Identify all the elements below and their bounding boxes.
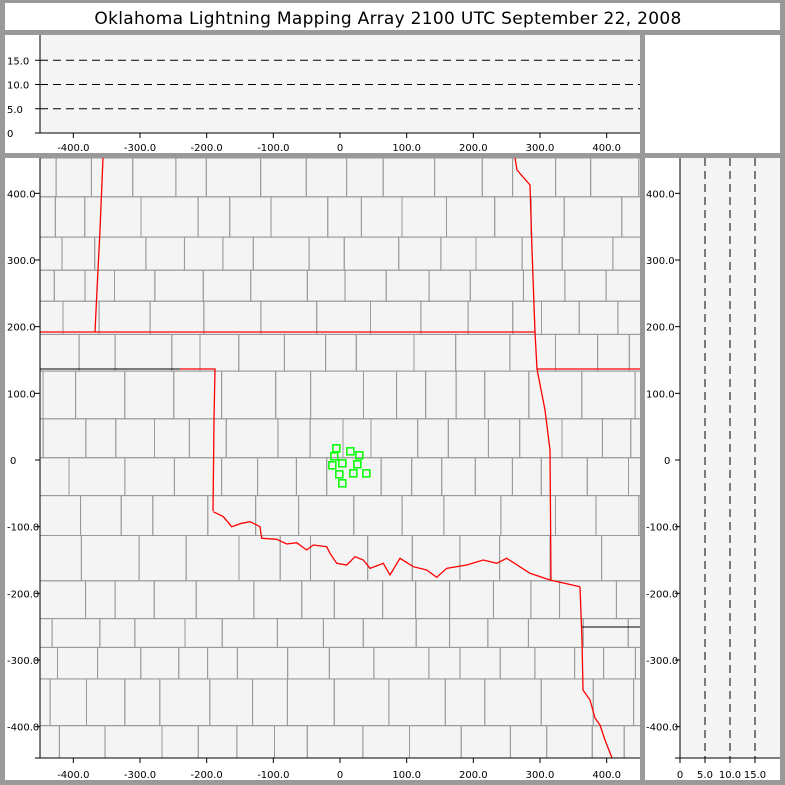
lightning-source-marker xyxy=(346,447,355,456)
plan-view-panel: -400.0 -300.0 -200.0 -100.0 0 100.0 200.0 300.0… xyxy=(5,158,640,781)
lightning-sources xyxy=(328,444,371,488)
y-tick-label: 15.0 xyxy=(7,56,29,67)
lightning-source-marker xyxy=(355,451,364,460)
lightning-source-marker xyxy=(353,460,362,469)
y-tick-label: 300.0 xyxy=(646,256,675,267)
y-tick-label: 10.0 xyxy=(7,81,29,92)
lightning-source-marker xyxy=(332,444,341,453)
county-borders xyxy=(40,158,640,758)
altitude-ns-panel: 0 5.0 10.0 15.0 400.0 300.0 200.0 100.0 0 -100.0 -… xyxy=(645,158,780,781)
county-border xyxy=(628,457,640,497)
altitude-ew-panel: 0 5.0 10.0 15.0 -400.0 -300.0 -200.0 -100.0 0 100… xyxy=(5,35,640,154)
title: Oklahoma Lightning Mapping Array 2100 UT… xyxy=(94,9,681,29)
county-border xyxy=(633,678,640,727)
x-tick-label: 0 xyxy=(337,143,343,154)
state-borders xyxy=(40,158,640,758)
lightning-source-marker xyxy=(328,461,337,470)
y-tick-label: 0 xyxy=(7,129,13,140)
y-tick-label: 200.0 xyxy=(7,323,36,334)
lightning-source-marker xyxy=(338,479,347,488)
x-tick-label: 300.0 xyxy=(526,143,555,154)
x-tick-label: 100.0 xyxy=(392,143,421,154)
county-border xyxy=(623,725,640,758)
x-tick-label: 200.0 xyxy=(459,143,488,154)
x-tick-label: -400.0 xyxy=(57,770,89,781)
y-tick-label: -300.0 xyxy=(646,656,678,667)
x-tick-label: -300.0 xyxy=(124,770,156,781)
x-tick-label: -400.0 xyxy=(57,143,89,154)
x-tick-label: 0 xyxy=(677,770,683,781)
corner-panel xyxy=(645,35,780,153)
x-tick-label: 100.0 xyxy=(392,770,421,781)
texas-arkansas-border xyxy=(579,586,613,758)
x-tick-label: -300.0 xyxy=(124,143,156,154)
lightning-source-marker xyxy=(330,452,339,461)
y-tick-label: 200.0 xyxy=(646,323,675,334)
x-tick-label: 0 xyxy=(337,770,343,781)
y-tick-label: -100.0 xyxy=(646,523,678,534)
y-tick-label: 0 xyxy=(10,456,16,467)
x-tick-label: 300.0 xyxy=(526,770,555,781)
county-border xyxy=(638,158,640,198)
missouri-kansas-border xyxy=(514,158,536,333)
x-tick-label: 5.0 xyxy=(697,770,713,781)
lightning-source-marker xyxy=(362,469,371,478)
county-border xyxy=(627,618,640,648)
x-tick-label: 10.0 xyxy=(719,770,741,781)
county-border xyxy=(621,196,640,238)
y-tick-label: -300.0 xyxy=(7,656,39,667)
county-border xyxy=(638,495,640,537)
county-border xyxy=(628,333,640,372)
x-tick-label: 200.0 xyxy=(459,770,488,781)
colorado-kansas-border xyxy=(94,158,104,333)
y-tick-label: -400.0 xyxy=(7,723,39,734)
y-tick-label: -100.0 xyxy=(7,523,39,534)
y-tick-label: 400.0 xyxy=(7,189,36,200)
y-tick-label: 300.0 xyxy=(7,256,36,267)
county-border xyxy=(634,646,640,680)
red-river-border xyxy=(213,511,581,588)
y-tick-label: 0 xyxy=(664,456,670,467)
y-tick-label: -200.0 xyxy=(7,589,39,600)
x-tick-label: -100.0 xyxy=(257,770,289,781)
lightning-source-marker xyxy=(338,459,347,468)
panhandle-border xyxy=(180,368,216,512)
y-tick-label: 400.0 xyxy=(646,189,675,200)
county-border xyxy=(630,418,640,459)
lightning-source-marker xyxy=(349,469,358,478)
y-tick-label: 100.0 xyxy=(646,389,675,400)
oklahoma-east-border xyxy=(534,331,552,581)
x-tick-label: -200.0 xyxy=(191,770,223,781)
y-tick-label: -400.0 xyxy=(646,723,678,734)
lightning-source-marker xyxy=(335,470,344,479)
county-border xyxy=(634,370,640,420)
y-tick-label: 100.0 xyxy=(7,389,36,400)
x-tick-label: -100.0 xyxy=(257,143,289,154)
y-tick-label: 5.0 xyxy=(7,105,23,116)
x-tick-label: 15.0 xyxy=(744,770,766,781)
y-tick-label: -200.0 xyxy=(646,589,678,600)
x-tick-label: 400.0 xyxy=(592,143,621,154)
x-tick-label: -200.0 xyxy=(191,143,223,154)
title-bar xyxy=(5,3,780,30)
x-tick-label: 400.0 xyxy=(592,770,621,781)
